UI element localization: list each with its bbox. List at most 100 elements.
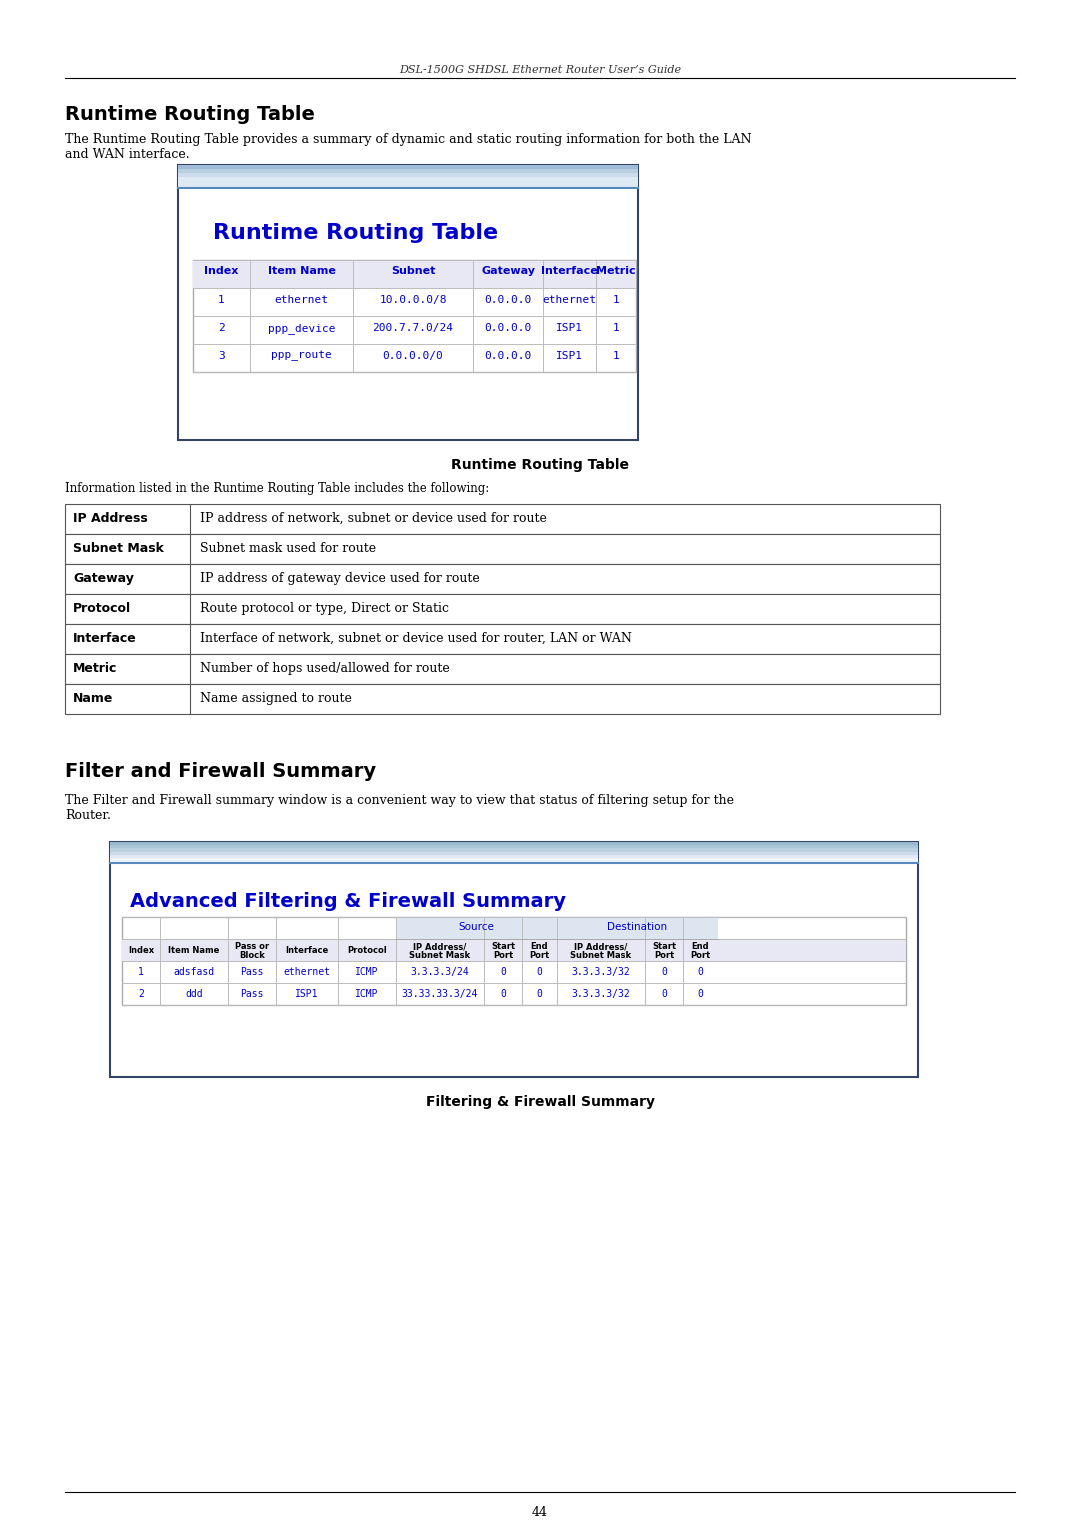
- Text: Port: Port: [653, 950, 674, 960]
- Text: 0.0.0.0: 0.0.0.0: [484, 322, 531, 333]
- Text: 1: 1: [612, 351, 619, 361]
- Text: Interface: Interface: [541, 266, 598, 277]
- Bar: [193, 260, 636, 287]
- Bar: [178, 177, 638, 186]
- Text: Item Name: Item Name: [168, 946, 219, 955]
- Text: Index: Index: [204, 266, 239, 277]
- Text: Start: Start: [491, 941, 515, 950]
- Text: Port: Port: [690, 950, 711, 960]
- Text: The Filter and Firewall summary window is a convenient way to view that status o: The Filter and Firewall summary window i…: [65, 795, 734, 822]
- Text: Interface: Interface: [285, 946, 328, 955]
- Text: Start: Start: [652, 941, 676, 950]
- Text: 1: 1: [218, 295, 225, 306]
- Text: ethernet: ethernet: [283, 967, 330, 976]
- Text: Block: Block: [239, 950, 265, 960]
- Text: 0: 0: [698, 967, 703, 976]
- Bar: [110, 851, 918, 856]
- Text: IP address of network, subnet or device used for route: IP address of network, subnet or device …: [200, 512, 546, 526]
- Bar: [396, 917, 557, 940]
- Text: Port: Port: [492, 950, 513, 960]
- Text: Pass: Pass: [240, 967, 264, 976]
- Bar: [65, 685, 940, 714]
- Text: ISP1: ISP1: [556, 322, 583, 333]
- Text: DSL-1500G SHDSL Ethernet Router User’s Guide: DSL-1500G SHDSL Ethernet Router User’s G…: [399, 66, 681, 75]
- Text: 0: 0: [500, 967, 505, 976]
- Text: 0: 0: [698, 989, 703, 999]
- Text: Index: Index: [127, 946, 154, 955]
- Text: 3: 3: [218, 351, 225, 361]
- Text: Item Name: Item Name: [268, 266, 336, 277]
- Text: 200.7.7.0/24: 200.7.7.0/24: [373, 322, 454, 333]
- Text: 1: 1: [612, 295, 619, 306]
- Text: Runtime Routing Table: Runtime Routing Table: [451, 458, 629, 472]
- Text: Pass: Pass: [240, 989, 264, 999]
- Text: Name assigned to route: Name assigned to route: [200, 692, 352, 704]
- Text: 0: 0: [661, 967, 667, 976]
- Text: Interface of network, subnet or device used for router, LAN or WAN: Interface of network, subnet or device u…: [200, 633, 632, 645]
- Text: Subnet mask used for route: Subnet mask used for route: [200, 542, 376, 555]
- Text: 1: 1: [138, 967, 144, 976]
- Text: The Runtime Routing Table provides a summary of dynamic and static routing infor: The Runtime Routing Table provides a sum…: [65, 133, 752, 160]
- Text: Route protocol or type, Direct or Static: Route protocol or type, Direct or Static: [200, 602, 449, 614]
- Text: ICMP: ICMP: [355, 967, 379, 976]
- Text: Subnet Mask: Subnet Mask: [409, 950, 471, 960]
- Text: 0.0.0.0: 0.0.0.0: [484, 351, 531, 361]
- Text: Destination: Destination: [607, 921, 667, 932]
- Bar: [178, 173, 638, 186]
- Text: 2: 2: [138, 989, 144, 999]
- Text: 0.0.0.0: 0.0.0.0: [484, 295, 531, 306]
- Bar: [110, 845, 918, 848]
- Text: IP Address/: IP Address/: [575, 941, 627, 950]
- Text: 3.3.3.3/32: 3.3.3.3/32: [571, 967, 631, 976]
- Text: Protocol: Protocol: [73, 602, 131, 614]
- Text: 2: 2: [218, 322, 225, 333]
- Text: Filter and Firewall Summary: Filter and Firewall Summary: [65, 762, 376, 781]
- Text: Metric: Metric: [596, 266, 636, 277]
- Bar: [65, 623, 940, 654]
- Bar: [65, 654, 940, 685]
- Text: ddd: ddd: [185, 989, 203, 999]
- Bar: [65, 564, 940, 594]
- Bar: [65, 594, 940, 623]
- Text: Advanced Filtering & Firewall Summary: Advanced Filtering & Firewall Summary: [130, 892, 566, 911]
- Text: 1: 1: [612, 322, 619, 333]
- Bar: [110, 859, 918, 862]
- Bar: [178, 165, 638, 440]
- Text: 0: 0: [661, 989, 667, 999]
- Text: Runtime Routing Table: Runtime Routing Table: [213, 223, 498, 243]
- Text: ppp_route: ppp_route: [271, 351, 332, 362]
- Text: Number of hops used/allowed for route: Number of hops used/allowed for route: [200, 662, 449, 675]
- Bar: [178, 170, 638, 186]
- Bar: [110, 842, 918, 1077]
- Text: Information listed in the Runtime Routing Table includes the following:: Information listed in the Runtime Routin…: [65, 481, 489, 495]
- Text: Pass or: Pass or: [235, 941, 269, 950]
- Text: Gateway: Gateway: [73, 571, 134, 585]
- Text: ethernet: ethernet: [542, 295, 596, 306]
- Text: 0: 0: [500, 989, 505, 999]
- Bar: [110, 848, 918, 853]
- Text: Gateway: Gateway: [481, 266, 535, 277]
- Text: 10.0.0.0/8: 10.0.0.0/8: [379, 295, 447, 306]
- Text: Filtering & Firewall Summary: Filtering & Firewall Summary: [426, 1096, 654, 1109]
- Text: End: End: [530, 941, 549, 950]
- Text: IP address of gateway device used for route: IP address of gateway device used for ro…: [200, 571, 480, 585]
- Text: Interface: Interface: [73, 633, 137, 645]
- Text: Port: Port: [529, 950, 550, 960]
- Bar: [193, 260, 636, 371]
- Text: Metric: Metric: [73, 662, 118, 675]
- Text: ICMP: ICMP: [355, 989, 379, 999]
- Text: Subnet Mask: Subnet Mask: [570, 950, 632, 960]
- Text: Protocol: Protocol: [347, 946, 387, 955]
- Bar: [110, 854, 918, 859]
- Bar: [110, 842, 918, 845]
- Bar: [122, 917, 906, 1005]
- Text: 33.33.33.3/24: 33.33.33.3/24: [402, 989, 478, 999]
- Text: 3.3.3.3/32: 3.3.3.3/32: [571, 989, 631, 999]
- Text: 3.3.3.3/24: 3.3.3.3/24: [410, 967, 470, 976]
- Text: IP Address/: IP Address/: [414, 941, 467, 950]
- Text: 0.0.0.0/0: 0.0.0.0/0: [382, 351, 444, 361]
- Text: 0: 0: [537, 989, 542, 999]
- Text: adsfasd: adsfasd: [174, 967, 215, 976]
- Bar: [65, 504, 940, 533]
- Text: ISP1: ISP1: [295, 989, 319, 999]
